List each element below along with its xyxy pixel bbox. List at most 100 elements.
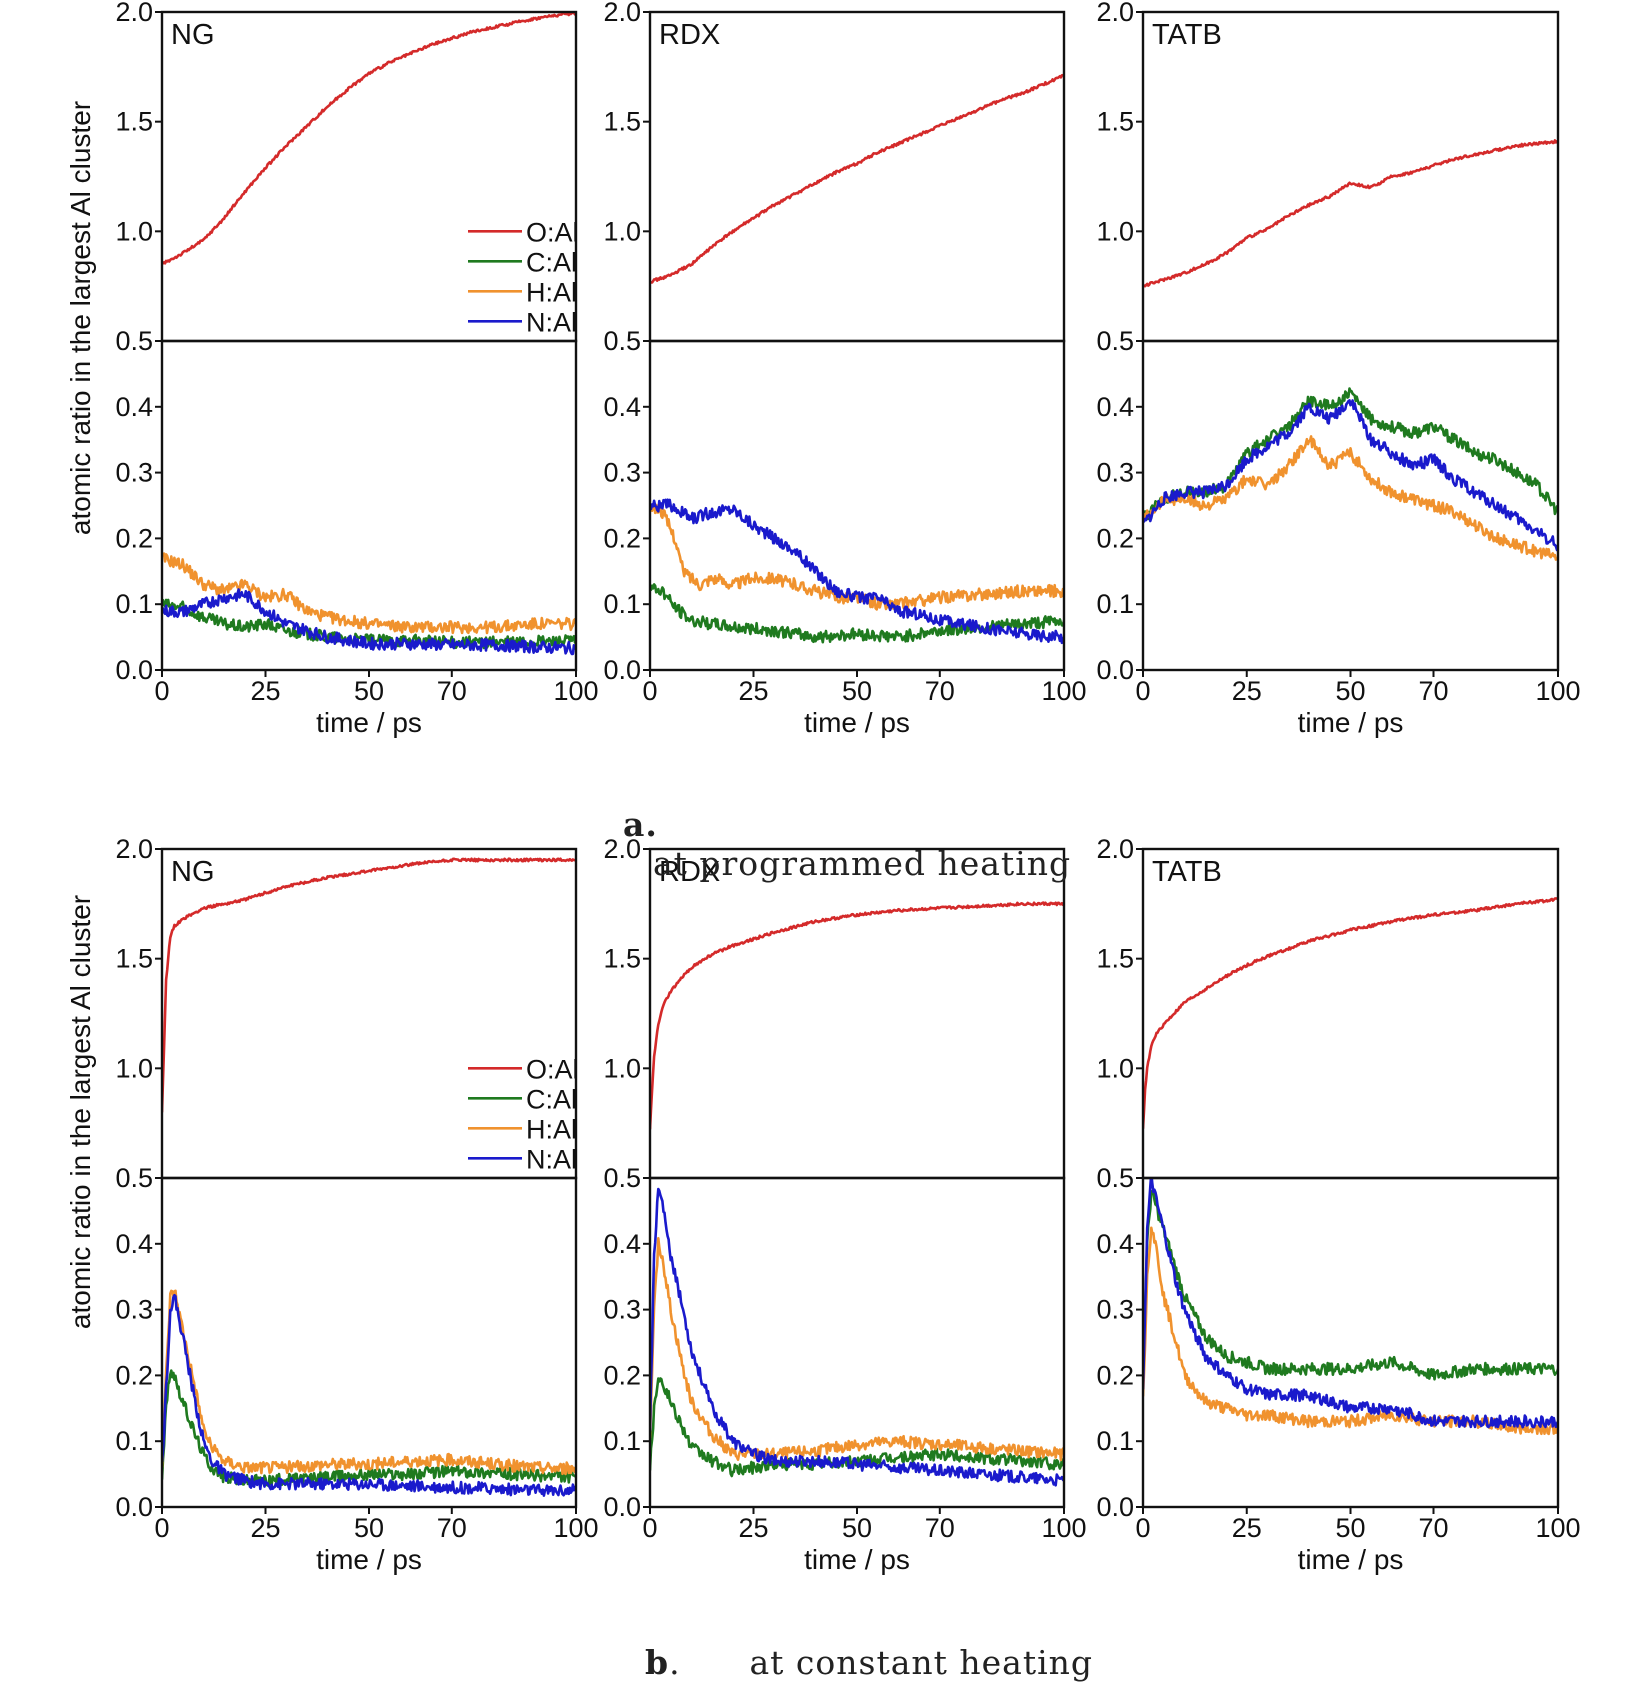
xtick-label-a-rdx: 100	[1041, 676, 1086, 706]
panel-a-tatb: 0.5 1.0 1.5 2.0 0.0 0.1 0.2 0.3 0.4 0 25 50 70 100 tim…	[1096, 0, 1580, 738]
xtick-label-a-tatb: 0	[1135, 676, 1150, 706]
panel-title-a-ng: NG	[171, 19, 215, 51]
xtick-label-a-rdx: 25	[738, 676, 768, 706]
caption-a-text: at programmed heating	[652, 844, 1072, 883]
ytick-label-lower-a-ng: 0.1	[115, 589, 153, 619]
series-lower-h-al-a-tatb	[1143, 435, 1558, 561]
ytick-label-lower-a-rdx: 0.0	[603, 655, 641, 685]
ytick-label-lower-b-tatb: 0.3	[1096, 1295, 1134, 1325]
x-axis-label-b-rdx: time / ps	[804, 1544, 910, 1575]
y-axis-label-row-a: atomic ratio in the largest Al cluster	[65, 101, 96, 535]
xtick-label-a-tatb: 100	[1535, 676, 1580, 706]
caption-b-text: . at constant heating	[669, 1643, 1094, 1682]
series-upper-o-al-a-tatb	[1143, 139, 1558, 288]
xtick-label-a-ng: 25	[250, 676, 280, 706]
ytick-label-upper-a-tatb: 0.5	[1096, 326, 1134, 356]
series-lower-h-al-a-ng	[162, 552, 576, 635]
ytick-label-lower-a-tatb: 0.2	[1096, 523, 1134, 553]
series-lower-n-al-b-tatb	[1143, 1178, 1558, 1429]
series-lower-h-al-b-ng	[162, 1289, 576, 1476]
panel-title-a-rdx: RDX	[659, 19, 720, 51]
ytick-label-lower-a-tatb: 0.3	[1096, 458, 1134, 488]
panel-b-rdx: 0.5 1.0 1.5 2.0 0.0 0.1 0.2 0.3 0.4 0 25 50 70 100 tim…	[603, 834, 1086, 1575]
xtick-label-b-rdx: 100	[1041, 1513, 1086, 1543]
upper-frame-a-rdx	[648, 10, 1066, 343]
caption-a: a. at programmed heating	[600, 766, 1071, 883]
ytick-label-upper-a-rdx: 1.5	[603, 107, 641, 137]
ytick-label-lower-b-rdx: 0.2	[603, 1360, 641, 1390]
xtick-label-b-tatb: 0	[1135, 1513, 1150, 1543]
ytick-label-lower-b-ng: 0.4	[115, 1229, 153, 1259]
ytick-label-upper-b-tatb: 1.5	[1096, 944, 1134, 974]
upper-frame-b-tatb	[1141, 847, 1560, 1180]
series-lower-h-al-a-rdx	[650, 501, 1064, 611]
xtick-label-b-rdx: 70	[925, 1513, 955, 1543]
ytick-label-upper-a-tatb: 1.5	[1096, 107, 1134, 137]
series-lower-h-al-b-rdx	[650, 1237, 1064, 1462]
series-upper-o-al-b-rdx	[650, 901, 1064, 1130]
legend-label-n-al-b-ng: N:Al	[526, 1144, 577, 1174]
ytick-label-upper-a-ng: 2.0	[115, 0, 153, 27]
xtick-label-b-ng: 100	[553, 1513, 598, 1543]
series-lower-n-al-a-tatb	[1143, 399, 1558, 552]
xtick-label-b-ng: 70	[437, 1513, 467, 1543]
xtick-label-b-ng: 25	[250, 1513, 280, 1543]
ytick-label-lower-b-ng: 0.0	[115, 1492, 153, 1522]
series-lower-n-al-b-rdx	[650, 1187, 1064, 1487]
xtick-label-a-rdx: 0	[642, 676, 657, 706]
xtick-label-a-rdx: 50	[842, 676, 872, 706]
ytick-label-upper-a-rdx: 0.5	[603, 326, 641, 356]
ytick-label-lower-b-ng: 0.3	[115, 1295, 153, 1325]
upper-frame-b-rdx	[648, 847, 1066, 1180]
ytick-label-upper-b-tatb: 1.0	[1096, 1053, 1134, 1083]
xtick-label-a-ng: 50	[354, 676, 384, 706]
ytick-label-upper-b-ng: 2.0	[115, 834, 153, 864]
ytick-label-upper-b-rdx: 2.0	[603, 834, 641, 864]
ytick-label-upper-b-rdx: 0.5	[603, 1163, 641, 1193]
ytick-label-lower-a-rdx: 0.2	[603, 523, 641, 553]
panel-a-ng: 0.5 1.0 1.5 2.0 0.0 0.1 0.2 0.3 0.4 0 25 50 70 100 tim…	[115, 0, 598, 738]
series-lower-n-al-a-rdx	[650, 498, 1064, 645]
series-upper-o-al-b-ng	[162, 857, 576, 1113]
y-axis-label-row-b: atomic ratio in the largest Al cluster	[65, 895, 96, 1329]
ytick-label-lower-b-tatb: 0.4	[1096, 1229, 1134, 1259]
ytick-label-lower-b-rdx: 0.0	[603, 1492, 641, 1522]
xtick-label-a-tatb: 50	[1335, 676, 1365, 706]
upper-frame-a-tatb	[1141, 10, 1560, 343]
ytick-label-lower-a-ng: 0.3	[115, 458, 153, 488]
ytick-label-lower-a-rdx: 0.3	[603, 458, 641, 488]
ytick-label-lower-a-tatb: 0.0	[1096, 655, 1134, 685]
panel-b-ng: 0.5 1.0 1.5 2.0 0.0 0.1 0.2 0.3 0.4 0 25 50 70 100 tim…	[115, 834, 598, 1575]
xtick-label-b-rdx: 0	[642, 1513, 657, 1543]
ytick-label-lower-a-tatb: 0.4	[1096, 392, 1134, 422]
ytick-label-lower-a-rdx: 0.4	[603, 392, 641, 422]
xtick-label-b-rdx: 50	[842, 1513, 872, 1543]
x-axis-label-b-ng: time / ps	[316, 1544, 422, 1575]
ytick-label-upper-a-tatb: 1.0	[1096, 216, 1134, 246]
xtick-label-a-ng: 70	[437, 676, 467, 706]
legend-label-n-al-a-ng: N:Al	[526, 307, 577, 337]
legend-label-h-al-a-ng: H:Al	[526, 277, 577, 307]
ytick-label-lower-b-rdx: 0.1	[603, 1426, 641, 1456]
ytick-label-upper-a-rdx: 1.0	[603, 216, 641, 246]
ytick-label-lower-b-ng: 0.2	[115, 1360, 153, 1390]
legend-label-o-al-a-ng: O:Al	[526, 217, 579, 247]
panel-title-b-tatb: TATB	[1152, 856, 1222, 888]
ytick-label-lower-b-tatb: 0.1	[1096, 1426, 1134, 1456]
legend-label-c-al-b-ng: C:Al	[526, 1084, 577, 1114]
x-axis-label-b-tatb: time / ps	[1298, 1544, 1404, 1575]
ytick-label-upper-b-tatb: 2.0	[1096, 834, 1134, 864]
panel-title-b-rdx: RDX	[659, 856, 720, 888]
ytick-label-lower-b-tatb: 0.0	[1096, 1492, 1134, 1522]
ytick-label-lower-b-tatb: 0.2	[1096, 1360, 1134, 1390]
ytick-label-lower-b-rdx: 0.3	[603, 1295, 641, 1325]
xtick-label-b-tatb: 25	[1232, 1513, 1262, 1543]
panel-b-tatb: 0.5 1.0 1.5 2.0 0.0 0.1 0.2 0.3 0.4 0 25 50 70 100 tim…	[1096, 834, 1580, 1575]
lower-frame-b-tatb	[1141, 1176, 1560, 1509]
series-upper-o-al-b-tatb	[1143, 897, 1558, 1129]
ytick-label-upper-b-ng: 1.5	[115, 944, 153, 974]
xtick-label-b-tatb: 50	[1335, 1513, 1365, 1543]
caption-b-letter: b	[644, 1643, 670, 1682]
panel-title-b-ng: NG	[171, 856, 215, 888]
